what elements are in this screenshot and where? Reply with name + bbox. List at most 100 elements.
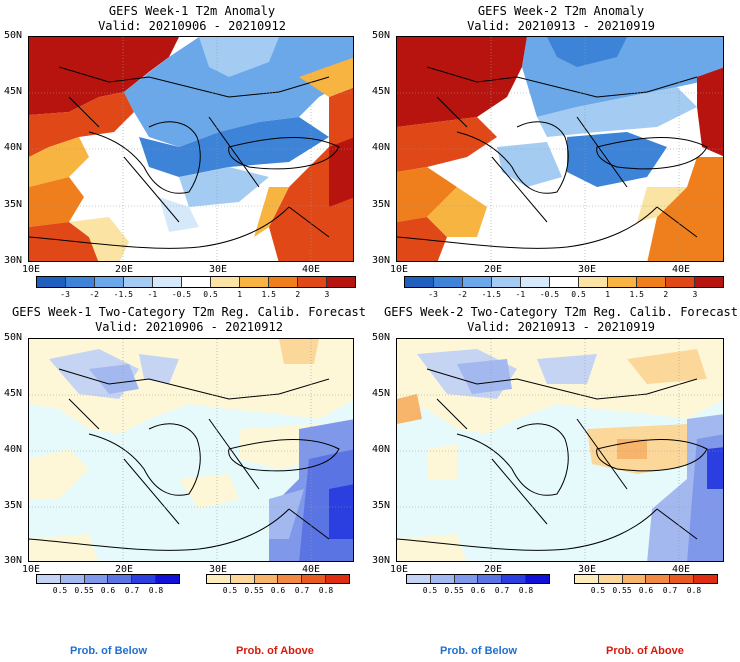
lat-label: 45N — [4, 388, 23, 399]
lat-label: 50N — [372, 332, 391, 343]
colorbar-tick-label: 1.5 — [629, 290, 644, 299]
colorbar-swatch — [665, 277, 694, 287]
lon-label: 10E — [22, 264, 41, 275]
colorbar-tick-label: 0.7 — [662, 586, 678, 595]
colorbar-swatch — [229, 575, 254, 583]
lon-label: 10E — [22, 564, 41, 575]
colorbar-tick-label: -1.5 — [113, 290, 133, 299]
colorbar-swatch — [597, 575, 622, 583]
colorbar-swatch — [131, 575, 156, 583]
anomaly-colorbar — [36, 276, 356, 288]
colorbar-tick-label: 0.8 — [518, 586, 534, 595]
colorbar-swatch — [83, 575, 108, 583]
colorbar-swatch — [37, 277, 65, 287]
lat-label: 45N — [4, 86, 23, 97]
colorbar-tick-label: 1 — [237, 290, 243, 299]
colorbar-swatch — [155, 575, 179, 583]
colorbar-tick-label: 0.55 — [444, 586, 464, 595]
colorbar-tick-label: 0.6 — [470, 586, 486, 595]
lat-label: 50N — [372, 30, 391, 41]
lon-label: 30E — [578, 264, 597, 275]
panel-valid-dates: Valid: 20210906 - 20210912 — [98, 19, 286, 33]
colorbar-swatch — [549, 277, 578, 287]
anomaly-field — [29, 37, 353, 261]
colorbar-swatch — [37, 575, 60, 583]
colorbar-tick-label: 0.5 — [422, 586, 438, 595]
colorbar-tick-label: -1 — [515, 290, 526, 299]
panel-valid-dates: Valid: 20210913 - 20210919 — [467, 320, 655, 334]
colorbar-swatch — [405, 277, 433, 287]
colorbar-swatch — [607, 277, 636, 287]
colorbar-tick-label: 0.5 — [222, 586, 238, 595]
lat-label: 50N — [4, 332, 23, 343]
colorbar-swatch — [297, 277, 326, 287]
colorbar-swatch — [501, 575, 526, 583]
colorbar-swatch — [693, 575, 717, 583]
colorbar-swatch — [520, 277, 549, 287]
colorbar-swatch — [621, 575, 646, 583]
colorbar-swatch — [277, 575, 302, 583]
lat-label: 45N — [372, 388, 391, 399]
colorbar-tick-label: 1.5 — [261, 290, 276, 299]
colorbar-swatch — [429, 575, 454, 583]
colorbar-swatch — [694, 277, 723, 287]
colorbar-swatch — [525, 575, 549, 583]
colorbar-swatch — [107, 575, 132, 583]
lat-label: 40N — [4, 444, 23, 455]
colorbar-tick-label: 0.7 — [124, 586, 140, 595]
colorbar-tick-label: -3 — [428, 290, 438, 299]
colorbar-swatch — [59, 575, 84, 583]
lon-label: 10E — [390, 264, 409, 275]
panel-title: GEFS Week-1 Two-Category T2m Reg. Calib.… — [11, 305, 366, 319]
colorbar-swatch — [636, 277, 665, 287]
lon-label: 20E — [115, 264, 134, 275]
colorbar-tick-label: 0.5 — [571, 290, 586, 299]
lat-label: 50N — [4, 30, 23, 41]
colorbar-swatch — [210, 277, 239, 287]
colorbar-swatch — [407, 575, 430, 583]
colorbar-swatch — [578, 277, 607, 287]
colorbar-swatch — [575, 575, 598, 583]
lat-label: 35N — [4, 500, 23, 511]
anomaly-colorbar — [404, 276, 724, 288]
colorbar-tick-label: 0.55 — [244, 586, 264, 595]
probability-map — [28, 338, 354, 562]
colorbar-tick-label: 0.6 — [638, 586, 654, 595]
colorbar-swatch — [453, 575, 478, 583]
colorbar-swatch — [477, 575, 502, 583]
colorbar-swatch — [94, 277, 123, 287]
colorbar-tick-label: 1 — [605, 290, 611, 299]
colorbar-tick-label: 2 — [295, 290, 301, 299]
colorbar-tick-label: -2 — [89, 290, 99, 299]
anomaly-map — [28, 36, 354, 262]
below-colorbar — [36, 574, 180, 584]
panel-valid-dates: Valid: 20210906 - 20210912 — [95, 320, 283, 334]
lon-label: 30E — [578, 564, 597, 575]
colorbar-tick-label: 3 — [324, 290, 330, 299]
colorbar-swatch — [253, 575, 278, 583]
below-colorbar — [406, 574, 550, 584]
colorbar-swatch — [326, 277, 355, 287]
lat-label: 40N — [4, 142, 23, 153]
above-colorbar — [206, 574, 350, 584]
colorbar-swatch — [152, 277, 181, 287]
prob-above-label: Prob. of Above — [236, 645, 314, 657]
colorbar-swatch — [669, 575, 694, 583]
lon-label: 40E — [672, 264, 691, 275]
colorbar-tick-label: 3 — [692, 290, 698, 299]
panel-title: GEFS Week-1 T2m Anomaly — [108, 4, 276, 18]
colorbar-swatch — [645, 575, 670, 583]
colorbar-tick-label: 0.5 — [203, 290, 218, 299]
prob-below-label: Prob. of Below — [440, 645, 517, 657]
colorbar-tick-label: 0.7 — [494, 586, 510, 595]
lat-label: 30N — [372, 555, 391, 566]
lon-label: 30E — [209, 264, 228, 275]
colorbar-tick-label: 2 — [663, 290, 669, 299]
colorbar-swatch — [65, 277, 94, 287]
panel-title: GEFS Week-2 Two-Category T2m Reg. Calib.… — [383, 305, 738, 319]
colorbar-tick-label: -0.5 — [171, 290, 192, 299]
lon-label: 20E — [115, 564, 134, 575]
colorbar-swatch — [325, 575, 349, 583]
lat-label: 30N — [4, 555, 23, 566]
colorbar-tick-label: 0.8 — [318, 586, 334, 595]
